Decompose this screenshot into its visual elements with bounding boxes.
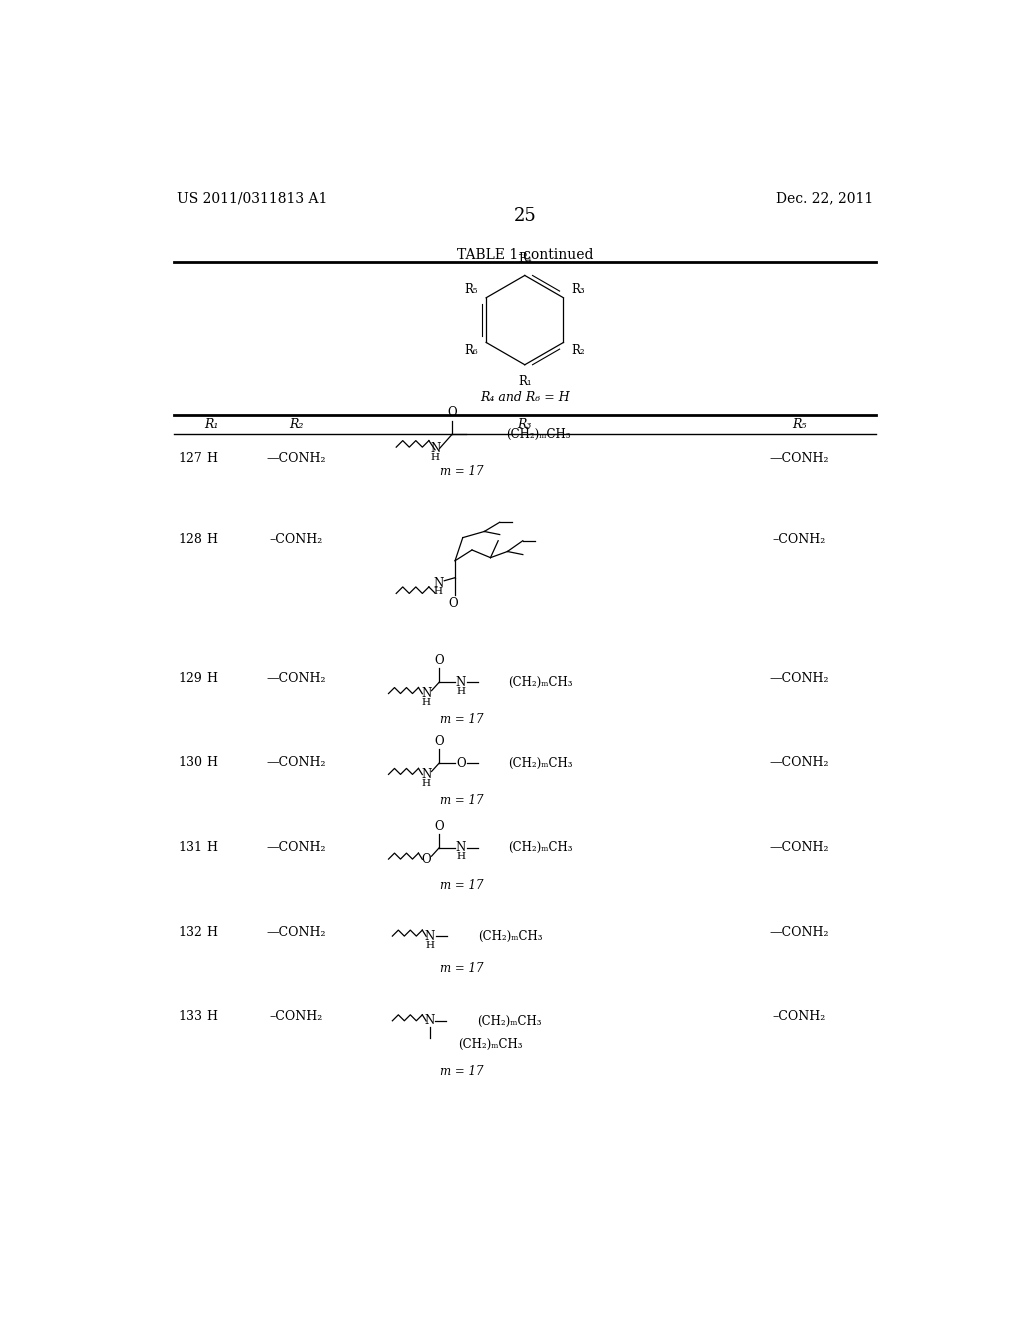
Text: (CH₂)ₘCH₃: (CH₂)ₘCH₃: [509, 841, 573, 854]
Text: —CONH₂: —CONH₂: [266, 453, 326, 465]
Text: —CONH₂: —CONH₂: [266, 756, 326, 770]
Text: m = 17: m = 17: [440, 465, 483, 478]
Text: H: H: [457, 853, 465, 862]
Text: N: N: [425, 1015, 435, 1027]
Text: R₂: R₂: [571, 345, 585, 358]
Text: O: O: [447, 407, 457, 420]
Text: (CH₂)ₘCH₃: (CH₂)ₘCH₃: [459, 1038, 523, 1051]
Text: R₅: R₅: [792, 417, 806, 430]
Text: m = 17: m = 17: [440, 1064, 483, 1077]
Text: H: H: [206, 672, 217, 685]
Text: O: O: [421, 853, 431, 866]
Text: 128: 128: [178, 533, 202, 546]
Text: (CH₂)ₘCH₃: (CH₂)ₘCH₃: [509, 756, 573, 770]
Text: —CONH₂: —CONH₂: [769, 925, 828, 939]
Text: N: N: [456, 841, 466, 854]
Text: N: N: [421, 688, 431, 700]
Text: H: H: [206, 756, 217, 770]
Text: N: N: [433, 577, 443, 590]
Text: 132: 132: [178, 925, 202, 939]
Text: m = 17: m = 17: [440, 795, 483, 808]
Text: m = 17: m = 17: [440, 713, 483, 726]
Text: N: N: [430, 442, 440, 455]
Text: H: H: [206, 841, 217, 854]
Text: H: H: [206, 533, 217, 546]
Text: R₄: R₄: [518, 252, 531, 265]
Text: O: O: [434, 655, 444, 667]
Text: —CONH₂: —CONH₂: [769, 756, 828, 770]
Text: H: H: [430, 453, 439, 462]
Text: 129: 129: [178, 672, 202, 685]
Text: 131: 131: [178, 841, 203, 854]
Text: H: H: [426, 941, 434, 950]
Text: H: H: [206, 453, 217, 465]
Text: Dec. 22, 2011: Dec. 22, 2011: [775, 191, 872, 206]
Text: (CH₂)ₘCH₃: (CH₂)ₘCH₃: [506, 428, 570, 441]
Text: (CH₂)ₘCH₃: (CH₂)ₘCH₃: [478, 929, 543, 942]
Text: R₄ and R₆ = H: R₄ and R₆ = H: [480, 391, 569, 404]
Text: (CH₂)ₘCH₃: (CH₂)ₘCH₃: [509, 676, 573, 689]
Text: m = 17: m = 17: [440, 962, 483, 975]
Text: (CH₂)ₘCH₃: (CH₂)ₘCH₃: [477, 1015, 542, 1027]
Text: —CONH₂: —CONH₂: [266, 841, 326, 854]
Text: O: O: [434, 820, 444, 833]
Text: m = 17: m = 17: [440, 879, 483, 892]
Text: N: N: [421, 768, 431, 781]
Text: R₃: R₃: [517, 417, 532, 430]
Text: R₁: R₁: [518, 375, 531, 388]
Text: H: H: [457, 686, 465, 696]
Text: O: O: [434, 735, 444, 748]
Text: O: O: [456, 756, 466, 770]
Text: 130: 130: [178, 756, 203, 770]
Text: H: H: [206, 925, 217, 939]
Text: H: H: [422, 779, 431, 788]
Text: R₂: R₂: [289, 417, 303, 430]
Text: R₅: R₅: [465, 282, 478, 296]
Text: –CONH₂: –CONH₂: [269, 533, 323, 546]
Text: –CONH₂: –CONH₂: [772, 1010, 825, 1023]
Text: O: O: [449, 597, 459, 610]
Text: –CONH₂: –CONH₂: [772, 533, 825, 546]
Text: —CONH₂: —CONH₂: [769, 672, 828, 685]
Text: —CONH₂: —CONH₂: [266, 672, 326, 685]
Text: 25: 25: [513, 207, 537, 226]
Text: H: H: [206, 1010, 217, 1023]
Text: N: N: [425, 929, 435, 942]
Text: —CONH₂: —CONH₂: [769, 841, 828, 854]
Text: US 2011/0311813 A1: US 2011/0311813 A1: [177, 191, 327, 206]
Text: 133: 133: [178, 1010, 203, 1023]
Text: 127: 127: [178, 453, 202, 465]
Text: R₃: R₃: [571, 282, 585, 296]
Text: –CONH₂: –CONH₂: [269, 1010, 323, 1023]
Text: R₁: R₁: [204, 417, 218, 430]
Text: —CONH₂: —CONH₂: [266, 925, 326, 939]
Text: H: H: [422, 698, 431, 708]
Text: R₆: R₆: [465, 345, 478, 358]
Text: —CONH₂: —CONH₂: [769, 453, 828, 465]
Text: H: H: [433, 587, 442, 597]
Text: TABLE 1-continued: TABLE 1-continued: [457, 248, 593, 261]
Text: N: N: [456, 676, 466, 689]
